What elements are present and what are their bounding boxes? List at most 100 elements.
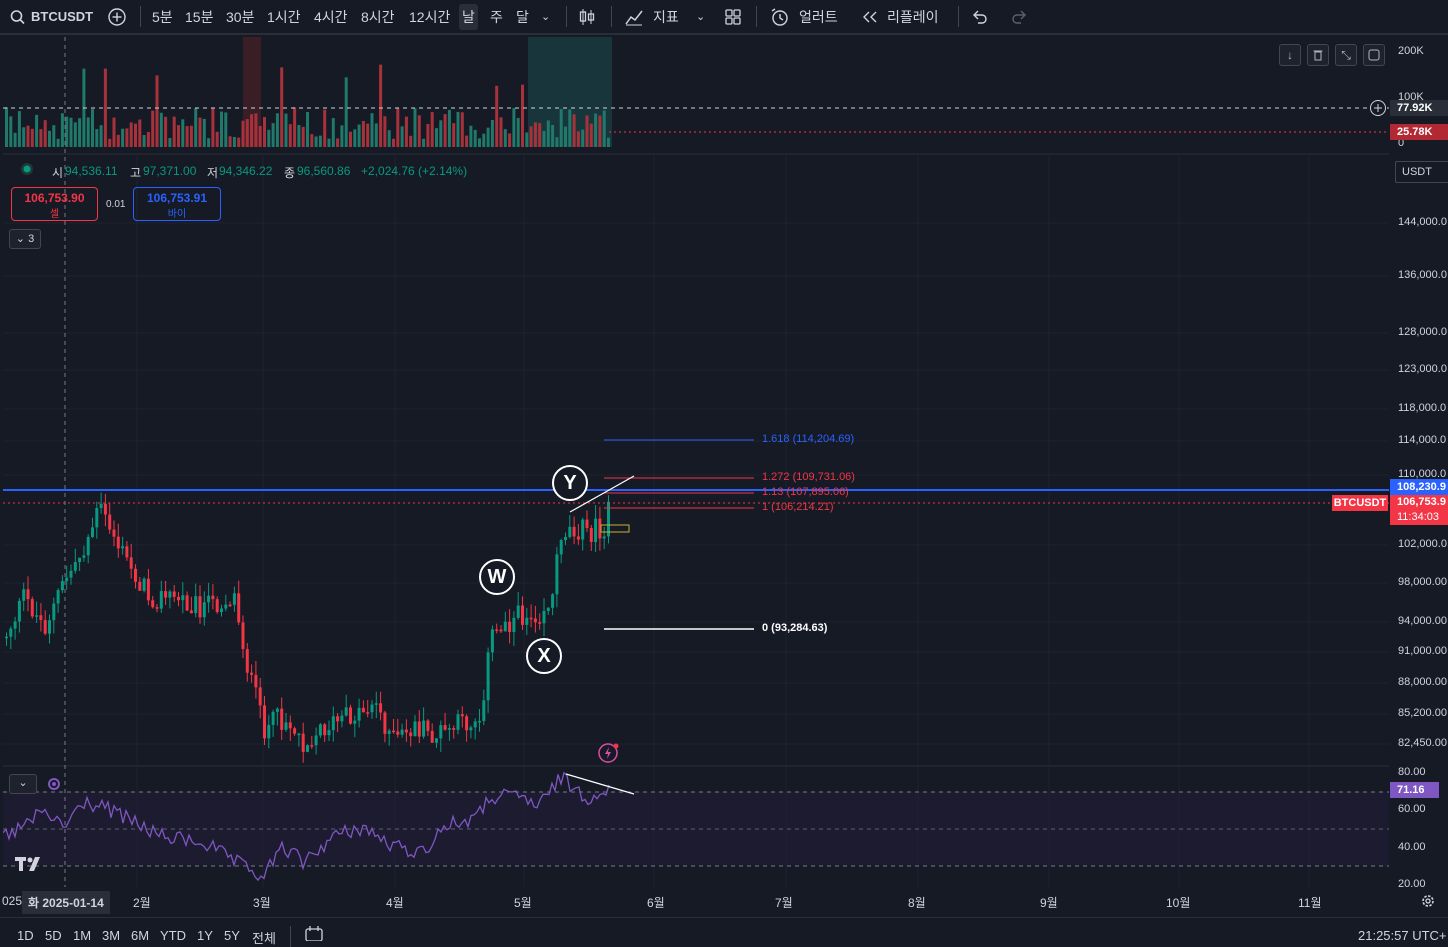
rsi-settings-icon[interactable]	[46, 776, 62, 795]
interval-1h[interactable]: 1시간	[267, 9, 301, 25]
range-1d[interactable]: 1D	[17, 928, 34, 943]
candle-body	[22, 589, 26, 601]
candle-body	[559, 540, 563, 555]
search-icon[interactable]	[10, 6, 26, 28]
interval-day[interactable]: 날	[459, 4, 478, 30]
range-5d[interactable]: 5D	[45, 928, 62, 943]
add-symbol-icon[interactable]	[107, 6, 127, 28]
volume-bar	[138, 119, 142, 147]
candle-body	[404, 729, 408, 733]
volume-bar	[237, 137, 241, 147]
currency-selector[interactable]: USDT	[1395, 161, 1448, 183]
redo-icon[interactable]	[1010, 6, 1028, 28]
maximize-pane-icon[interactable]	[1363, 44, 1385, 66]
candle-body	[422, 720, 426, 737]
candle-body	[435, 738, 438, 743]
interval-4h[interactable]: 4시간	[314, 9, 348, 25]
price-axis-label: 136,000.0	[1398, 269, 1447, 281]
interval-week[interactable]: 주	[490, 9, 503, 25]
volume-bar	[392, 138, 395, 147]
candle-body	[112, 529, 116, 537]
layout-grid-icon[interactable]	[724, 6, 742, 28]
range-ytd[interactable]: YTD	[160, 928, 186, 943]
chevron-down-icon[interactable]: ⌄	[541, 11, 551, 23]
volume-bar	[340, 125, 344, 147]
fib-label-1618: 1.618 (114,204.69)	[762, 433, 855, 445]
price-chart[interactable]	[3, 37, 1389, 887]
collapse-indicators-button[interactable]: ⌄ 3	[9, 229, 41, 249]
volume-bar	[108, 138, 112, 147]
interval-month[interactable]: 달	[516, 9, 529, 25]
volume-bar	[314, 136, 318, 147]
volume-bar	[177, 125, 180, 147]
lightning-icon[interactable]	[597, 741, 621, 768]
collapse-pane-icon[interactable]: ⤡	[1335, 44, 1357, 66]
time-axis-label: 4월	[386, 896, 404, 910]
candle-body	[598, 518, 602, 539]
candle-body	[48, 620, 51, 634]
buy-button[interactable]: 106,753.91 바이	[133, 187, 221, 221]
volume-bar	[288, 124, 292, 147]
move-down-icon[interactable]: ↓	[1279, 44, 1301, 66]
candle-body	[340, 715, 344, 722]
settings-gear-icon[interactable]	[1420, 893, 1436, 912]
time-axis[interactable]: 025 화 2025-01-14 2월 3월 4월 5월 6월 7월 8월 9월…	[0, 887, 1448, 917]
clock[interactable]: 21:25:57 UTC+	[1358, 928, 1447, 943]
candle-body	[456, 714, 460, 730]
wave-label-y[interactable]: Y	[552, 465, 588, 501]
interval-30m[interactable]: 30분	[226, 9, 255, 25]
interval-5m[interactable]: 5분	[152, 9, 173, 25]
blue-line-tag: 108,230.9	[1390, 479, 1448, 495]
indicators-icon[interactable]	[624, 6, 644, 28]
interval-8h[interactable]: 8시간	[361, 9, 395, 25]
fib-label-0: 0 (93,284.63)	[762, 622, 828, 634]
candle-body	[607, 501, 610, 537]
candle-body	[353, 720, 357, 724]
volume-bar	[73, 122, 77, 147]
wave-label-x[interactable]: X	[526, 638, 562, 674]
candle-body	[370, 704, 374, 713]
alarm-clock-icon[interactable]	[769, 6, 791, 28]
undo-icon[interactable]	[971, 6, 989, 28]
divider	[566, 6, 567, 27]
candle-body	[473, 721, 477, 728]
rsi-collapse-button[interactable]: ⌄	[9, 774, 37, 794]
replay-button[interactable]: 리플레이	[887, 9, 939, 25]
range-6m[interactable]: 6M	[131, 928, 150, 943]
price-axis-label: 123,000.0	[1398, 363, 1447, 375]
time-axis-label: 2월	[133, 896, 151, 910]
candle-body	[344, 707, 348, 716]
symbol-name[interactable]: BTCUSDT	[31, 9, 94, 24]
interval-12h[interactable]: 12시간	[409, 9, 451, 25]
candle-body	[413, 721, 417, 737]
candle-body	[194, 596, 198, 614]
sell-button[interactable]: 106,753.90 셀	[11, 187, 98, 221]
range-all[interactable]: 전체	[252, 931, 276, 946]
volume-tag-upper: 77.92K	[1390, 100, 1448, 116]
volume-bar	[155, 75, 159, 147]
range-1y[interactable]: 1Y	[197, 928, 213, 943]
price-axis[interactable]: 200K 100K 0 77.92K 25.78K USDT 144,000.0…	[1389, 37, 1448, 890]
alert-button[interactable]: 얼러트	[799, 9, 838, 25]
chevron-down-icon[interactable]: ⌄	[696, 11, 706, 23]
candle-body	[349, 707, 352, 724]
candle-body	[400, 729, 404, 735]
add-alert-icon[interactable]	[1369, 99, 1387, 120]
volume-axis-label: 200K	[1398, 45, 1424, 57]
volume-bar	[598, 115, 602, 147]
candle-body	[323, 724, 327, 736]
replay-icon[interactable]	[861, 6, 879, 28]
candles-icon[interactable]	[578, 6, 596, 28]
trash-icon[interactable]	[1307, 44, 1329, 66]
range-1m[interactable]: 1M	[73, 928, 92, 943]
tradingview-logo-icon[interactable]	[14, 854, 46, 877]
calendar-icon[interactable]	[305, 925, 323, 944]
wave-label-w[interactable]: W	[479, 559, 515, 595]
candle-body	[447, 728, 451, 730]
volume-bar	[331, 118, 335, 147]
time-axis-label: 10월	[1166, 896, 1191, 910]
indicators-button[interactable]: 지표	[653, 9, 679, 25]
range-5y[interactable]: 5Y	[224, 928, 240, 943]
interval-15m[interactable]: 15분	[185, 9, 214, 25]
range-3m[interactable]: 3M	[102, 928, 121, 943]
